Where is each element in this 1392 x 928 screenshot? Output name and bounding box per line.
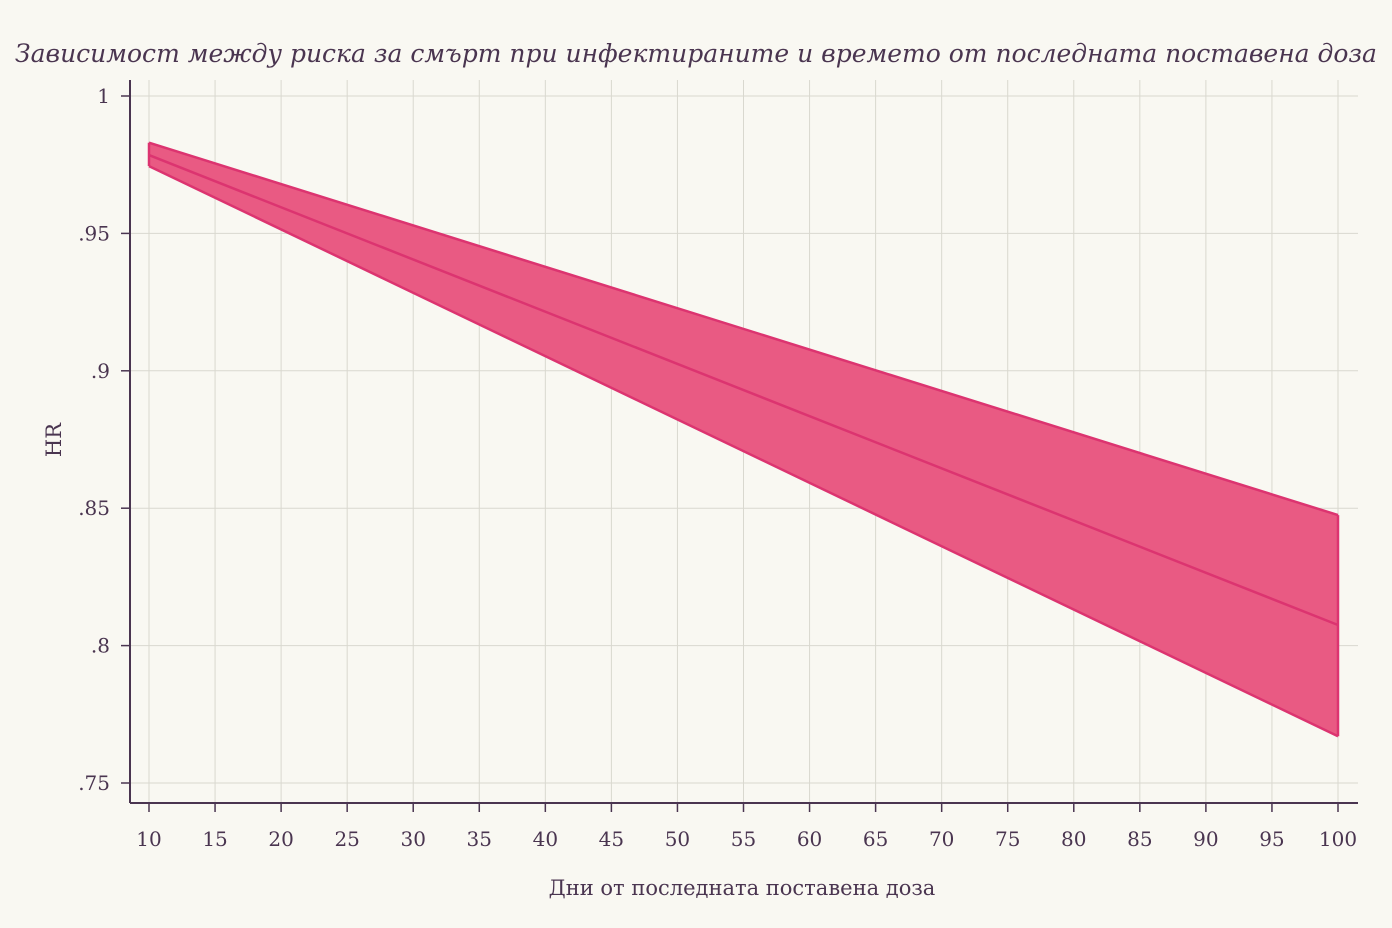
x-axis-ticks: 10 15 20 25 30 35 40 45 50 55 60 65 70 75 80 85 90 95 100 <box>136 803 1357 851</box>
y-tick-label: .8 <box>91 634 110 658</box>
x-tick-label: 10 <box>136 827 161 851</box>
x-tick-label: 15 <box>202 827 227 851</box>
x-tick-label: 70 <box>929 827 954 851</box>
y-axis-ticks: .75 .8 .85 .9 .95 1 <box>78 84 130 795</box>
x-tick-label: 40 <box>533 827 558 851</box>
y-tick-label: 1 <box>97 84 110 108</box>
x-tick-label: 95 <box>1259 827 1284 851</box>
confidence-band-area <box>149 142 1338 737</box>
x-tick-label: 50 <box>665 827 690 851</box>
estimate-line <box>148 153 1339 627</box>
x-tick-label: 35 <box>467 827 492 851</box>
chart-title: Зависимост между риска за смърт при инфе… <box>15 39 1377 68</box>
x-tick-label: 30 <box>400 827 425 851</box>
x-tick-label: 60 <box>797 827 822 851</box>
x-tick-label: 85 <box>1127 827 1152 851</box>
x-tick-label: 80 <box>1061 827 1086 851</box>
y-tick-label: .9 <box>91 359 110 383</box>
y-tick-label: .75 <box>78 771 110 795</box>
x-tick-label: 65 <box>863 827 888 851</box>
lower-bound-line <box>148 164 1339 738</box>
y-tick-label: .95 <box>78 221 110 245</box>
y-tick-label: .85 <box>78 496 110 520</box>
x-tick-label: 55 <box>731 827 756 851</box>
x-tick-label: 45 <box>599 827 624 851</box>
x-tick-label: 90 <box>1193 827 1218 851</box>
x-tick-label: 25 <box>334 827 359 851</box>
confidence-band <box>147 141 1340 738</box>
y-axis-label: HR <box>42 422 66 457</box>
x-axis-label: Дни от последната поставена доза <box>549 876 936 900</box>
x-tick-label: 20 <box>268 827 293 851</box>
x-tick-label: 75 <box>995 827 1020 851</box>
x-tick-label: 100 <box>1319 827 1357 851</box>
upper-bound-line <box>148 141 1339 517</box>
